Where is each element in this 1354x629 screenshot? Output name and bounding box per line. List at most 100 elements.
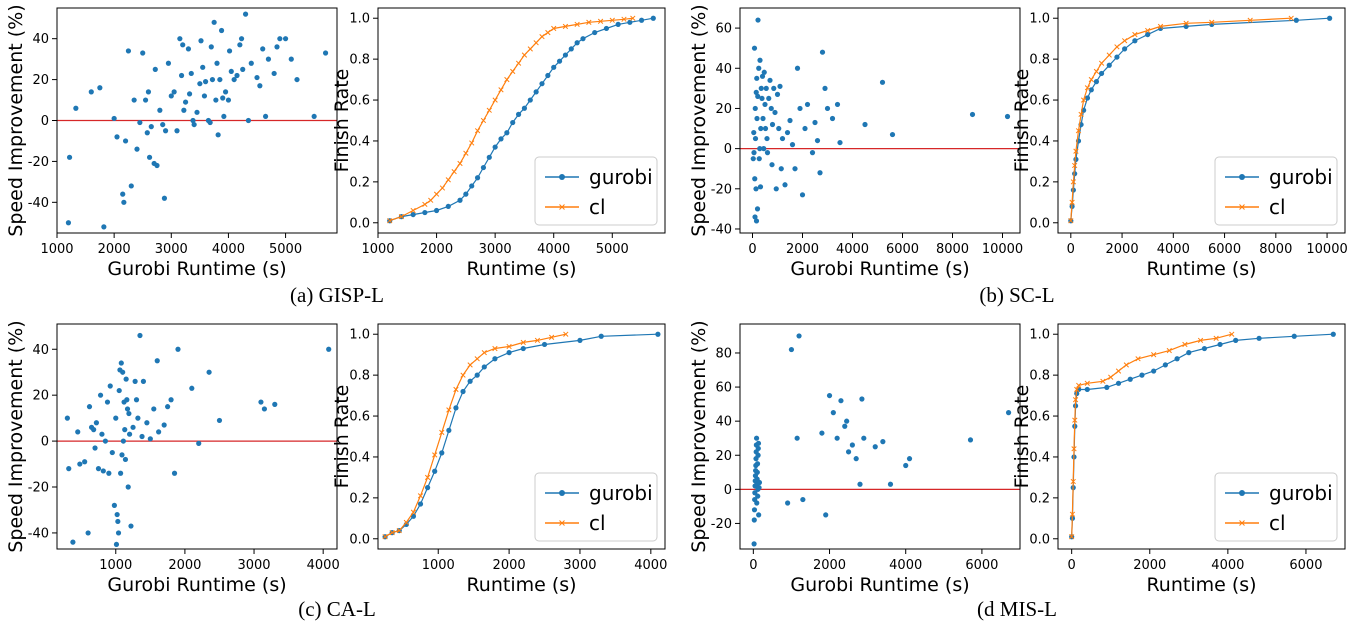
scatter-point: [157, 107, 163, 113]
x-axis-label: Gurobi Runtime (s): [790, 258, 969, 280]
scatter-point: [257, 83, 263, 89]
scatter-point: [102, 438, 108, 444]
data-point-gurobi: [521, 105, 528, 111]
scatter-point: [145, 89, 152, 95]
scatter-point: [237, 42, 243, 48]
series-line-gurobi: [384, 333, 658, 538]
scatter-point: [165, 60, 172, 66]
x-tick-label: 0: [748, 242, 756, 257]
data-point-cl: [1197, 337, 1204, 344]
scatter-point: [64, 415, 70, 421]
scatter-point: [77, 461, 83, 467]
data-point-gurobi: [541, 341, 548, 348]
data-point-gurobi: [492, 144, 498, 150]
scatter-point: [113, 415, 119, 421]
data-point-gurobi: [410, 211, 416, 218]
scatter-point: [134, 146, 140, 152]
data-point-gurobi: [1330, 331, 1336, 337]
scatter-point: [240, 66, 246, 72]
y-tick-label: 0.4: [1029, 134, 1050, 149]
x-tick-label: 2000: [1106, 242, 1139, 257]
scatter-point: [282, 36, 289, 42]
data-point-cl: [382, 534, 388, 540]
scatter-point: [752, 176, 758, 182]
scatter-point: [802, 125, 808, 132]
data-point-gurobi: [453, 405, 459, 411]
y-tick-label: 0.2: [349, 175, 370, 190]
scatter-point: [779, 135, 786, 142]
scatter-point: [755, 493, 761, 499]
scatter-point: [109, 449, 115, 456]
data-point-gurobi: [474, 175, 481, 181]
data-point-cl: [1157, 23, 1164, 30]
data-point-cl: [1098, 60, 1105, 66]
scatter-point: [753, 186, 759, 192]
data-point-cl: [492, 97, 498, 103]
data-point-cl: [586, 19, 592, 25]
scatter-point: [758, 85, 764, 91]
scatter-point: [226, 48, 233, 54]
data-point-gurobi: [568, 46, 574, 52]
data-point-cl: [439, 185, 446, 191]
panel-d-scatter: 0 2000 4000 6000 -20 0 20 40 60 80 Gurobi Runtime …: [683, 316, 1028, 596]
scatter-point: [168, 397, 174, 403]
data-point-gurobi: [1291, 333, 1297, 339]
scatter-point: [130, 424, 136, 430]
data-point-gurobi: [1293, 17, 1299, 23]
legend-marker-gurobi: [1239, 174, 1245, 180]
scatter-point: [757, 146, 763, 152]
data-point-cl: [533, 40, 539, 46]
scatter-point: [819, 430, 825, 436]
scatter-point: [845, 449, 852, 455]
panel-a-scatter: 1000 2000 3000 4000 5000 -40 -20 0 20 40 Gurobi Ru…: [0, 0, 345, 280]
scatter-point: [221, 113, 227, 120]
data-point-gurobi: [446, 427, 452, 433]
x-tick-label: 0: [1068, 558, 1076, 573]
chart-b-scatter: 0 2000 4000 6000 8000 10000 -40 -20 0 20 40 60 Gurob…: [688, 4, 1023, 280]
scatter-point: [755, 445, 761, 452]
data-point-gurobi: [1201, 345, 1208, 352]
x-tick-label: 4000: [889, 558, 922, 573]
data-point-gurobi: [615, 21, 621, 27]
x-tick-label: 4000: [212, 242, 245, 257]
plot-area: [57, 332, 337, 548]
data-point-cl: [621, 16, 627, 22]
scatter-point: [758, 125, 764, 132]
scatter-point: [218, 27, 225, 34]
data-point-cl: [1068, 218, 1074, 224]
data-point-cl: [630, 15, 636, 21]
scatter-point: [144, 130, 150, 136]
panel-d-cdf: 0 2000 4000 6000 0.0 0.2 0.4 0.6 0.8 1.0 Runtime (…: [1011, 316, 1353, 596]
x-tick-label: 10000: [982, 242, 1023, 257]
data-point-cl: [1183, 20, 1189, 26]
x-axis-label: Runtime (s): [1146, 574, 1256, 596]
data-point-cl: [527, 46, 533, 52]
legend-label-gurobi: gurobi: [1269, 481, 1333, 505]
x-tick-label: 4000: [1211, 558, 1244, 573]
data-point-gurobi: [551, 64, 557, 70]
data-point-gurobi: [1084, 386, 1090, 393]
panel-b-cdf: 0 2000 4000 6000 8000 10000 0.0 0.2 0.4 0.6 0.8 1.0…: [1011, 0, 1353, 280]
legend-label-cl: cl: [1269, 511, 1286, 535]
y-tick-label: 40: [32, 343, 49, 358]
scatter-point: [755, 93, 761, 99]
scatter-point: [245, 117, 252, 124]
data-point-gurobi: [1162, 362, 1168, 368]
y-tick-label: 60: [715, 22, 732, 37]
scatter-point: [202, 79, 209, 85]
data-point-cl: [486, 107, 492, 113]
caption-c: (c) CA-L: [298, 597, 376, 621]
data-point-gurobi: [1115, 380, 1122, 386]
data-point-cl: [1069, 199, 1075, 205]
legend-marker-cl: [559, 520, 565, 526]
y-axis-label: Speed Improvement (%): [688, 320, 710, 552]
x-axis-label: Gurobi Runtime (s): [790, 574, 969, 596]
scatter-point: [118, 360, 124, 366]
x-tick-label: 8000: [936, 242, 969, 257]
scatter-point: [261, 406, 268, 412]
scatter-point: [119, 452, 125, 458]
scatter-point: [156, 429, 162, 435]
x-axis-label: Runtime (s): [466, 574, 576, 596]
y-tick-label: 0.4: [349, 450, 370, 465]
scatter-point: [191, 121, 197, 128]
